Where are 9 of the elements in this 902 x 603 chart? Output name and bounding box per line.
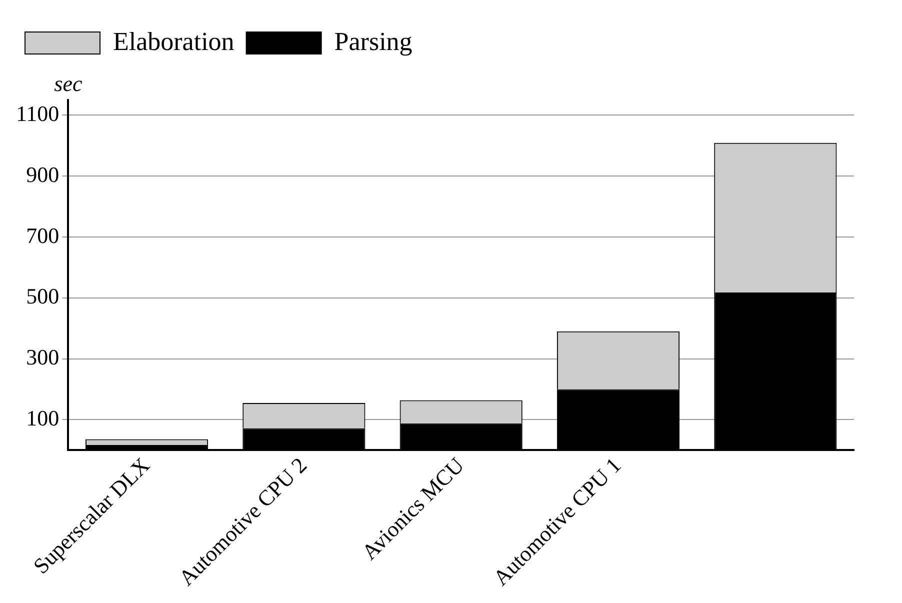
legend-label: Elaboration: [113, 26, 234, 56]
y-tick-label: 700: [26, 222, 60, 248]
y-axis-title: sec: [54, 70, 82, 96]
y-tick-label: 900: [26, 162, 60, 187]
y-tick-label: 1100: [16, 101, 60, 126]
legend-label: Parsing: [334, 26, 412, 56]
y-tick-label: 100: [26, 406, 60, 431]
y-tick-label: 300: [26, 344, 60, 370]
y-tick-label: 500: [26, 284, 60, 309]
